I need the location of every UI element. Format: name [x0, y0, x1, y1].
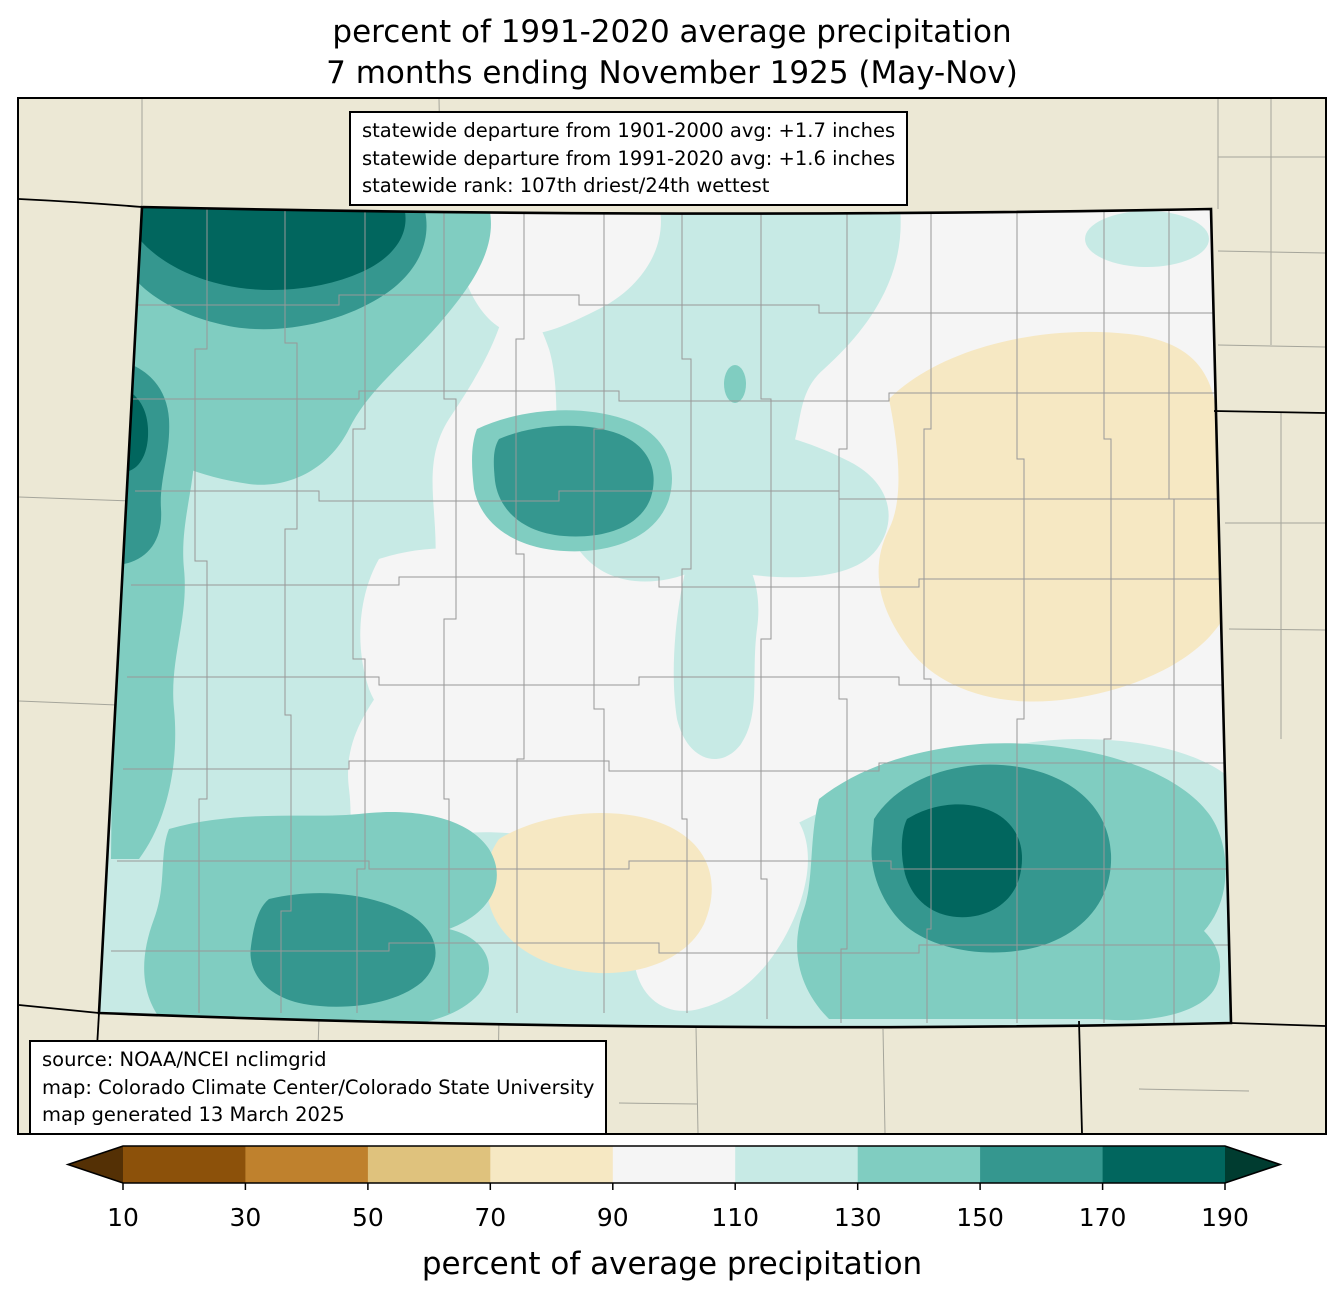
map-frame: statewide departure from 1901-2000 avg: … [17, 97, 1327, 1135]
map-credit-line: map: Colorado Climate Center/Colorado St… [42, 1075, 595, 1099]
tick-label: 110 [711, 1203, 759, 1232]
colorbar-under-arrow [68, 1146, 123, 1183]
tick-label: 70 [474, 1203, 506, 1232]
stats-line-departure-1901-2000: statewide departure from 1901-2000 avg: … [362, 119, 896, 142]
region-90-110 [449, 207, 661, 335]
tick-label: 150 [956, 1203, 1004, 1232]
region-170-190 [131, 207, 406, 290]
colorado-interior [99, 207, 1231, 1028]
region-130-150 [724, 365, 746, 403]
colorado-border [97, 205, 1233, 1029]
tick-label: 10 [107, 1203, 139, 1232]
tick-label: 190 [1201, 1203, 1249, 1232]
region-110-130 [1085, 211, 1209, 267]
colorbar-axis-label: percent of average precipitation [422, 1246, 922, 1282]
source-line: source: NOAA/NCEI nclimgrid [42, 1048, 327, 1071]
colorbar-segment [735, 1146, 859, 1183]
tick-label: 30 [229, 1203, 261, 1232]
colorbar-segment [245, 1146, 369, 1183]
colorbar-segment [367, 1146, 491, 1183]
region-90-110 [360, 548, 645, 761]
colorbar: 10 30 50 70 90 110 130 150 170 190 perce… [65, 1145, 1283, 1282]
stats-line-rank: statewide rank: 107th driest/24th wettes… [362, 174, 770, 197]
region-150-170 [493, 425, 654, 537]
county-lines [111, 207, 1229, 1023]
region-70-90 [878, 331, 1223, 702]
colorbar-over-arrow [1225, 1146, 1280, 1183]
region-170-190 [901, 804, 1023, 918]
colorbar-segment [857, 1146, 981, 1183]
tick-label: 90 [597, 1203, 629, 1232]
page-subtitle: 7 months ending November 1925 (May-Nov) [326, 55, 1018, 91]
colorbar-segment [980, 1146, 1103, 1183]
colorbar-segment [123, 1146, 246, 1183]
region-70-90 [486, 812, 712, 974]
tick-label: 50 [352, 1203, 384, 1232]
colorbar-segment [612, 1146, 736, 1183]
tick-label: 130 [834, 1203, 882, 1232]
region-150-170 [250, 893, 436, 1007]
colorbar-segment [1102, 1146, 1226, 1183]
generated-date-line: map generated 13 March 2025 [42, 1103, 345, 1126]
page-title: percent of 1991-2020 average precipitati… [332, 14, 1012, 50]
stats-line-departure-1991-2020: statewide departure from 1991-2020 avg: … [362, 146, 896, 170]
tick-label: 170 [1079, 1203, 1127, 1232]
statewide-stats-box: statewide departure from 1901-2000 avg: … [349, 111, 909, 206]
colorbar-segment [490, 1146, 614, 1183]
outside-county-lines [19, 99, 1325, 1133]
precipitation-map [19, 99, 1325, 1133]
source-credit-box: source: NOAA/NCEI nclimgrid map: Colorad… [29, 1040, 608, 1135]
region-110-130 [622, 423, 889, 578]
